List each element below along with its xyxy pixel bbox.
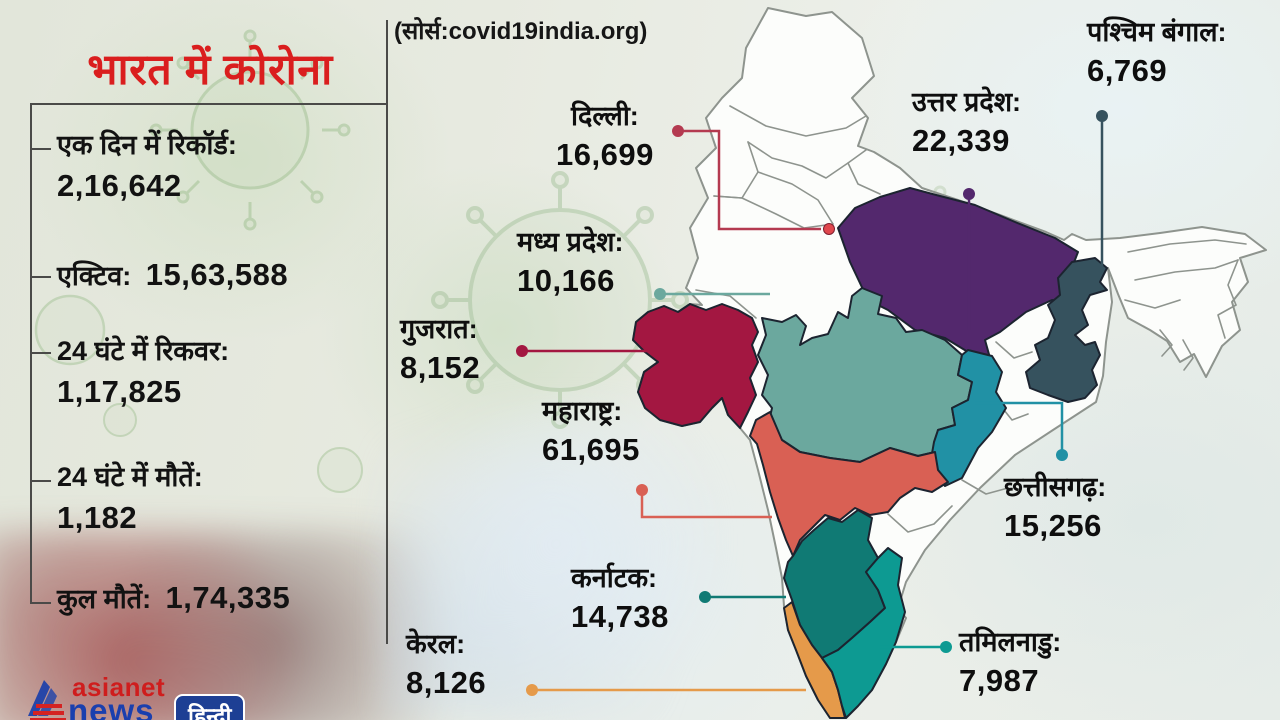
stat-value: 1,74,335 — [165, 580, 291, 615]
state-value: 8,126 — [406, 665, 487, 701]
stat-label: 24 घंटे में मौतें: — [57, 462, 203, 492]
stat-label: 24 घंटे में रिकवर: — [57, 336, 230, 366]
logo-language-badge: हिन्दी — [174, 694, 246, 720]
state-maharashtra — [749, 411, 949, 557]
state-label-madhya-pradesh: मध्य प्रदेश: 10,166 — [517, 226, 624, 300]
state-name: उत्तर प्रदेश: — [912, 87, 1022, 117]
state-value: 10,166 — [517, 263, 615, 299]
state-name: मध्य प्रदेश: — [517, 227, 624, 257]
connector-chhattisgarh — [975, 401, 1064, 450]
state-name: छत्तीसगढ़: — [1004, 472, 1107, 502]
connector-dot-tamil-nadu — [940, 641, 952, 653]
stat-daily-record: एक दिन में रिकॉर्ड: 2,16,642 — [57, 130, 237, 204]
state-name: दिल्ली: — [571, 101, 639, 131]
stat-recovered-24h: 24 घंटे में रिकवर: 1,17,825 — [57, 336, 229, 410]
state-tamil-nadu — [821, 547, 906, 719]
connector-maharashtra — [640, 492, 772, 519]
state-borders — [695, 105, 1247, 533]
state-gujarat — [632, 303, 759, 429]
state-name: कर्नाटक: — [571, 563, 658, 593]
stat-tick — [30, 276, 51, 278]
state-name: तमिलनाडु: — [959, 627, 1062, 657]
state-name: पश्चिम बंगाल: — [1087, 17, 1227, 47]
connector-dot-madhya-pradesh — [654, 288, 666, 300]
state-value: 16,699 — [556, 137, 654, 173]
stat-value: 1,182 — [57, 500, 138, 536]
stat-tick — [30, 148, 51, 150]
stat-tick — [30, 480, 51, 482]
state-value: 22,339 — [912, 123, 1010, 159]
stats-box-top-line — [30, 103, 388, 105]
stat-active: एक्टिव: 15,63,588 — [57, 257, 288, 293]
asianet-logo-icon — [28, 680, 66, 720]
state-name: गुजरात: — [400, 314, 478, 344]
connector-dot-west-bengal — [1096, 110, 1108, 122]
logo-text-asianet: asianet — [72, 672, 166, 702]
state-value: 61,695 — [542, 432, 640, 468]
delhi-marker — [823, 223, 835, 235]
state-name: महाराष्ट्र: — [542, 396, 623, 426]
stat-tick — [30, 602, 51, 604]
state-value: 14,738 — [571, 599, 669, 635]
connector-dot-chhattisgarh — [1056, 449, 1068, 461]
state-value: 7,987 — [959, 663, 1040, 699]
state-label-karnataka: कर्नाटक: 14,738 — [571, 562, 669, 636]
connector-delhi — [678, 129, 821, 231]
state-value: 6,769 — [1087, 53, 1168, 89]
page-title: भारत में कोरोना — [87, 46, 333, 94]
state-uttar-pradesh — [837, 187, 1081, 359]
state-west-bengal — [1025, 257, 1108, 403]
state-label-gujarat: गुजरात: 8,152 — [400, 313, 480, 387]
state-label-tamil-nadu: तमिलनाडु: 7,987 — [959, 626, 1061, 700]
state-name: केरल: — [406, 629, 466, 659]
connector-dot-kerala — [526, 684, 538, 696]
virus-icon — [34, 294, 363, 493]
asianet-news-logo: asianet news हिन्दी — [24, 668, 264, 720]
connector-dot-uttar-pradesh — [963, 188, 975, 200]
virus-icon — [149, 29, 351, 231]
connector-lines — [516, 110, 1108, 696]
state-value: 8,152 — [400, 350, 481, 386]
stat-value: 15,63,588 — [145, 257, 289, 292]
logo-text-news: news — [68, 692, 155, 720]
state-label-delhi: दिल्ली: 16,699 — [556, 100, 654, 174]
stat-label: एक दिन में रिकॉर्ड: — [57, 130, 237, 160]
stat-deaths-24h: 24 घंटे में मौतें: 1,182 — [57, 462, 203, 536]
state-label-west-bengal: पश्चिम बंगाल: 6,769 — [1087, 16, 1227, 90]
stat-label: कुल मौतें: — [57, 584, 152, 614]
connector-dot-karnataka — [699, 591, 711, 603]
stat-label: एक्टिव: — [57, 261, 132, 291]
state-label-maharashtra: महाराष्ट्र: 61,695 — [542, 395, 640, 469]
state-label-uttar-pradesh: उत्तर प्रदेश: 22,339 — [912, 86, 1021, 160]
source-attribution: (सोर्स:covid19india.org) — [394, 18, 648, 45]
panel-divider-line — [386, 20, 388, 644]
stat-tick — [30, 352, 51, 354]
state-label-chhattisgarh: छत्तीसगढ़: 15,256 — [1004, 471, 1106, 545]
connector-dot-gujarat — [516, 345, 528, 357]
state-value: 15,256 — [1004, 508, 1102, 544]
state-label-kerala: केरल: 8,126 — [406, 628, 486, 702]
stat-total-deaths: कुल मौतें: 1,74,335 — [57, 580, 290, 616]
stat-value: 2,16,642 — [57, 168, 182, 204]
stat-value: 1,17,825 — [57, 374, 182, 410]
connector-dot-delhi — [672, 125, 684, 137]
connector-dot-maharashtra — [636, 484, 648, 496]
